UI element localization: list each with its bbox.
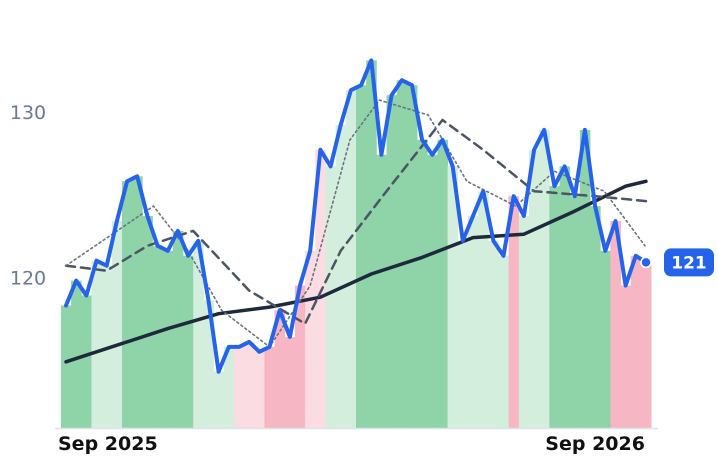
bar <box>467 216 479 428</box>
bar <box>81 295 92 428</box>
bar <box>579 129 591 429</box>
bar <box>335 124 347 429</box>
bar <box>427 154 438 428</box>
bar <box>386 95 398 429</box>
bar <box>233 346 245 428</box>
y-tick-label: 130 <box>10 102 46 124</box>
bar <box>478 191 489 428</box>
bar <box>152 245 164 428</box>
bar <box>559 166 571 429</box>
bar <box>406 85 418 428</box>
bar <box>640 262 652 428</box>
bar <box>254 351 265 428</box>
bar <box>549 186 560 428</box>
bar <box>498 255 510 428</box>
bar <box>60 305 72 428</box>
bar <box>294 285 306 428</box>
bar <box>610 221 621 428</box>
bar <box>244 341 255 428</box>
bar <box>183 255 194 428</box>
bar <box>590 206 601 428</box>
bar <box>223 346 235 428</box>
bar <box>508 196 520 428</box>
bar <box>539 129 550 429</box>
bar <box>274 310 286 428</box>
bar <box>447 166 459 429</box>
bar <box>417 139 428 428</box>
bar <box>488 240 499 428</box>
bar <box>91 260 103 428</box>
bar <box>620 285 632 428</box>
y-tick-label: 120 <box>10 267 46 289</box>
bar <box>396 80 408 429</box>
bar <box>345 90 357 429</box>
bar <box>213 371 225 428</box>
bar <box>193 240 204 428</box>
bar <box>325 166 337 429</box>
bar <box>600 250 611 428</box>
bar <box>121 181 133 428</box>
bar <box>356 85 367 428</box>
bar <box>376 154 387 428</box>
bar <box>305 250 316 428</box>
bar <box>111 221 123 428</box>
moving-average-line <box>64 118 648 325</box>
bar <box>630 255 642 428</box>
bar <box>264 346 275 428</box>
x-tick-label: Sep 2026 <box>545 433 645 455</box>
bar <box>518 216 530 428</box>
bar <box>366 60 377 428</box>
bar <box>315 149 326 429</box>
x-tick-label: Sep 2025 <box>58 433 158 455</box>
bar <box>162 250 174 428</box>
bar <box>528 149 540 429</box>
bar <box>457 240 469 428</box>
bar <box>172 230 184 428</box>
price-badge <box>664 248 714 277</box>
bar <box>71 280 82 428</box>
moving-average-line <box>65 99 646 348</box>
bar <box>284 336 296 428</box>
bar <box>569 196 581 428</box>
moving-average-line <box>64 179 648 364</box>
price-line <box>64 58 648 374</box>
bar <box>437 139 448 428</box>
price-badge-label: 121 <box>671 253 707 273</box>
bar <box>203 300 214 428</box>
last-point <box>640 256 652 269</box>
bar <box>132 176 143 428</box>
bar <box>142 216 153 428</box>
